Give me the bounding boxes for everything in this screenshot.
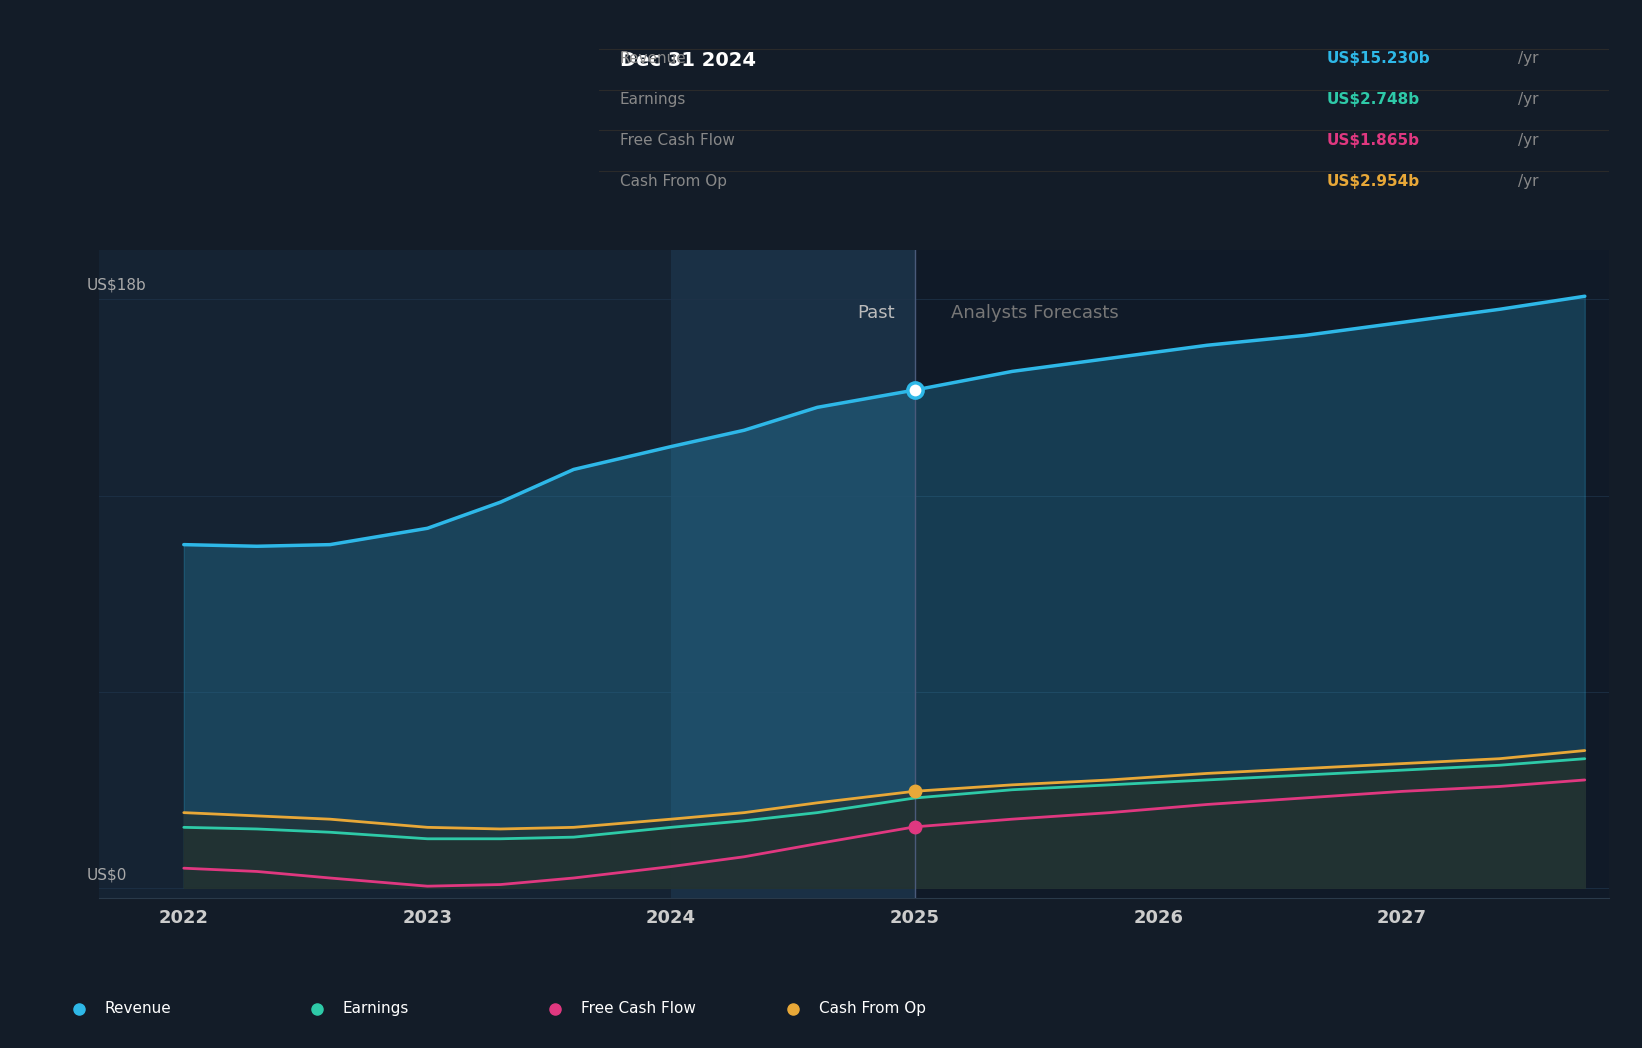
Bar — [99, 250, 672, 897]
Text: US$1.865b: US$1.865b — [1327, 133, 1419, 148]
Text: Earnings: Earnings — [619, 92, 686, 107]
Text: /yr: /yr — [1519, 133, 1539, 148]
Text: Revenue: Revenue — [105, 1001, 171, 1017]
Text: US$18b: US$18b — [87, 278, 146, 293]
Text: Free Cash Flow: Free Cash Flow — [619, 133, 734, 148]
Text: US$2.954b: US$2.954b — [1327, 174, 1420, 189]
Text: Revenue: Revenue — [619, 51, 686, 66]
Text: US$2.748b: US$2.748b — [1327, 92, 1420, 107]
Text: US$15.230b: US$15.230b — [1327, 51, 1430, 66]
Text: /yr: /yr — [1519, 51, 1539, 66]
Text: Cash From Op: Cash From Op — [619, 174, 726, 189]
Text: Dec 31 2024: Dec 31 2024 — [619, 50, 755, 70]
Text: Earnings: Earnings — [343, 1001, 409, 1017]
Text: Free Cash Flow: Free Cash Flow — [581, 1001, 696, 1017]
Text: Cash From Op: Cash From Op — [819, 1001, 926, 1017]
Bar — [672, 250, 915, 897]
Text: Past: Past — [857, 304, 895, 322]
Bar — [915, 250, 1609, 897]
Text: US$0: US$0 — [87, 868, 126, 882]
Text: Analysts Forecasts: Analysts Forecasts — [951, 304, 1120, 322]
Text: /yr: /yr — [1519, 174, 1539, 189]
Text: /yr: /yr — [1519, 92, 1539, 107]
